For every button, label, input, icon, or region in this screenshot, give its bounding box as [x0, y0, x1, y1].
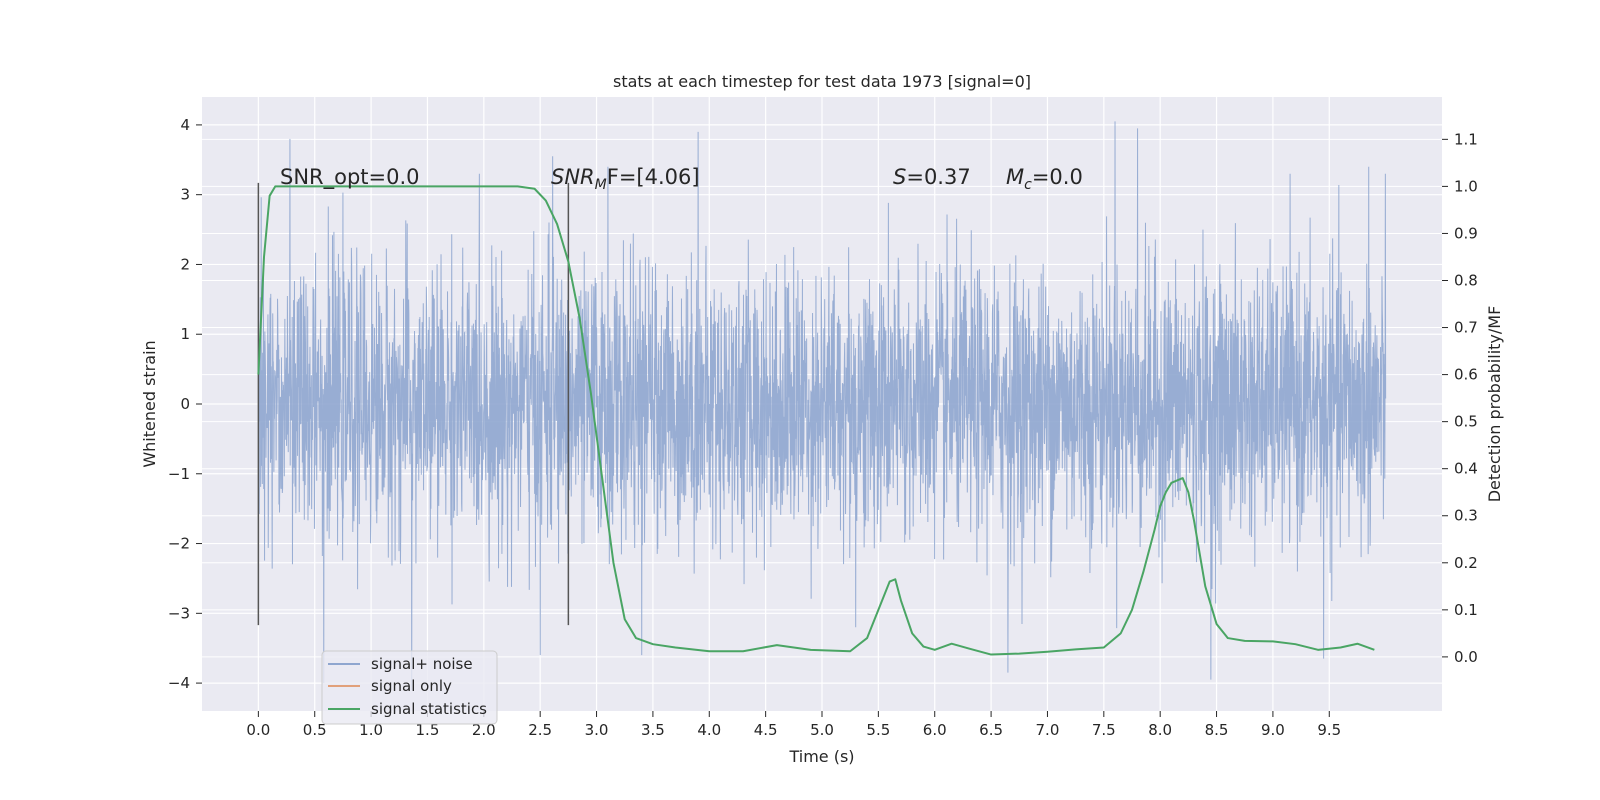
y2-tick-label: 1.0	[1454, 177, 1478, 195]
y2-tick-label: 0.6	[1454, 366, 1478, 384]
y2-tick-label: 0.8	[1454, 271, 1478, 289]
y2-tick-label: 0.4	[1454, 460, 1478, 478]
legend-label-signal-only: signal only	[371, 677, 452, 695]
x-tick-label: 8.0	[1148, 721, 1172, 739]
y2-axis-ticks: 1.1 1.0 0.9 0.8 0.7 0.6 0.5 0.4 0.3 0.2 0.1 0.0	[1442, 130, 1478, 666]
x-tick-label: 4.0	[697, 721, 721, 739]
annotation-s-symbol: S	[893, 165, 906, 189]
y-tick-label: −2	[168, 535, 190, 553]
x-tick-label: 0.0	[246, 721, 270, 739]
series-signal-noise	[257, 121, 1387, 691]
y-tick-label: 0	[180, 395, 190, 413]
annotation-mc-symbol: M	[1006, 165, 1024, 189]
y2-tick-label: 0.1	[1454, 601, 1478, 619]
y-axis-ticks: 4 3 2 1 0 −1 −2 −3 −4	[168, 116, 202, 692]
annotation-mc-value: =0.0	[1032, 165, 1083, 189]
annotation-snr-mf: SNRMF=[4.06]	[551, 165, 700, 193]
y-tick-label: 3	[180, 186, 190, 204]
legend-label-signal-statistics: signal statistics	[371, 700, 487, 718]
annotation-snr-mf-value: F=[4.06]	[607, 165, 700, 189]
y2-tick-label: 0.7	[1454, 319, 1478, 337]
y2-tick-label: 0.3	[1454, 507, 1478, 525]
signal-statistics-line	[257, 185, 1375, 656]
y-tick-label: −1	[168, 465, 190, 483]
x-tick-label: 5.0	[810, 721, 834, 739]
legend-box	[321, 650, 498, 725]
y2-tick-label: 0.2	[1454, 554, 1478, 572]
x-tick-label: 7.0	[1036, 721, 1060, 739]
legend: signal+ noise signal only signal statist…	[321, 650, 498, 725]
annotation-snr-opt: SNR_opt=0.0	[280, 165, 420, 190]
x-tick-label: 6.5	[979, 721, 1003, 739]
y2-axis-label: Detection probability/MF	[1485, 306, 1504, 503]
y-tick-label: −3	[168, 604, 190, 622]
x-tick-label: 3.0	[585, 721, 609, 739]
x-tick-label: 7.5	[1092, 721, 1116, 739]
chart-title: stats at each timestep for test data 197…	[613, 72, 1031, 91]
y2-tick-label: 1.1	[1454, 130, 1478, 148]
x-tick-label: 6.0	[923, 721, 947, 739]
x-tick-label: 0.5	[303, 721, 327, 739]
annotation-s: S=0.37	[893, 165, 971, 189]
y2-tick-label: 0.5	[1454, 413, 1478, 431]
annotation-s-value: =0.37	[906, 165, 970, 189]
x-tick-label: 2.5	[528, 721, 552, 739]
x-tick-label: 3.5	[641, 721, 665, 739]
annotation-mc: Mc=0.0	[1006, 165, 1083, 193]
annotation-snr-mf-symbol: SNR	[551, 165, 595, 189]
x-tick-label: 2.0	[472, 721, 496, 739]
legend-label-signal-noise: signal+ noise	[371, 655, 473, 673]
y-tick-label: −4	[168, 674, 190, 692]
x-tick-label: 4.5	[754, 721, 778, 739]
x-tick-label: 1.5	[416, 721, 440, 739]
annotation-mc-subscript: c	[1024, 177, 1032, 193]
signal-noise-line	[257, 121, 1387, 691]
x-axis-ticks: 0.0 0.5 1.0 1.5 2.0 2.5 3.0 3.5 4.0 4.5 5.0 5.5 6.0 6…	[246, 711, 1341, 739]
x-tick-label: 5.5	[866, 721, 890, 739]
x-axis-label: Time (s)	[788, 747, 854, 766]
annotation-snr-mf-subscript: M	[595, 177, 607, 193]
y-tick-label: 2	[180, 255, 190, 273]
y2-tick-label: 0.0	[1454, 648, 1478, 666]
y-tick-label: 1	[180, 325, 190, 343]
x-tick-label: 1.0	[359, 721, 383, 739]
vertical-markers	[257, 182, 570, 626]
y-axis-label: Whitened strain	[140, 340, 159, 467]
x-tick-label: 8.5	[1205, 721, 1229, 739]
y2-tick-label: 0.9	[1454, 224, 1478, 242]
x-tick-label: 9.5	[1317, 721, 1341, 739]
series-signal-statistics	[257, 185, 1375, 656]
y-tick-label: 4	[180, 116, 190, 134]
x-tick-label: 9.0	[1261, 721, 1285, 739]
